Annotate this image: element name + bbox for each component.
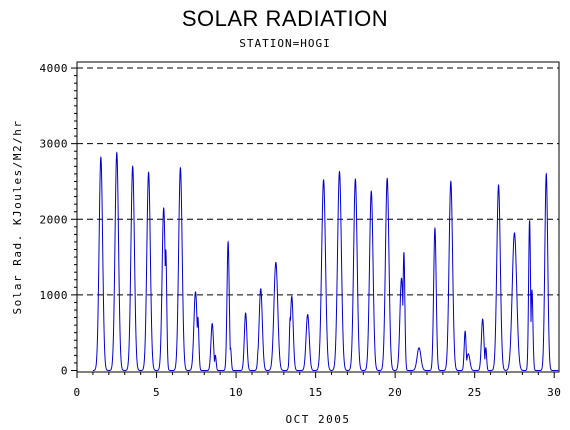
plot-frame — [76, 61, 560, 373]
y-tick-label: 1000 — [40, 289, 69, 302]
x-axis-title: OCT 2005 — [286, 413, 351, 426]
y-tick-label: 3000 — [40, 138, 69, 151]
x-tick-label: 15 — [308, 386, 322, 399]
series-line-solar-radiation — [92, 151, 559, 371]
y-tick-label: 2000 — [40, 213, 69, 226]
y-tick-label: 0 — [61, 364, 68, 377]
x-tick-label: 30 — [547, 386, 561, 399]
x-tick-label: 10 — [229, 386, 243, 399]
x-tick-label: 20 — [388, 386, 402, 399]
chart-subtitle: STATION=HOGI — [239, 37, 331, 50]
x-tick-label: 25 — [468, 386, 482, 399]
x-tick-label: 5 — [153, 386, 160, 399]
y-axis-title: Solar Rad. KJoules/M2/hr — [11, 120, 24, 315]
y-tick-label: 4000 — [40, 62, 69, 75]
x-tick-label: 0 — [73, 386, 80, 399]
chart-title: SOLAR RADIATION — [181, 6, 389, 31]
